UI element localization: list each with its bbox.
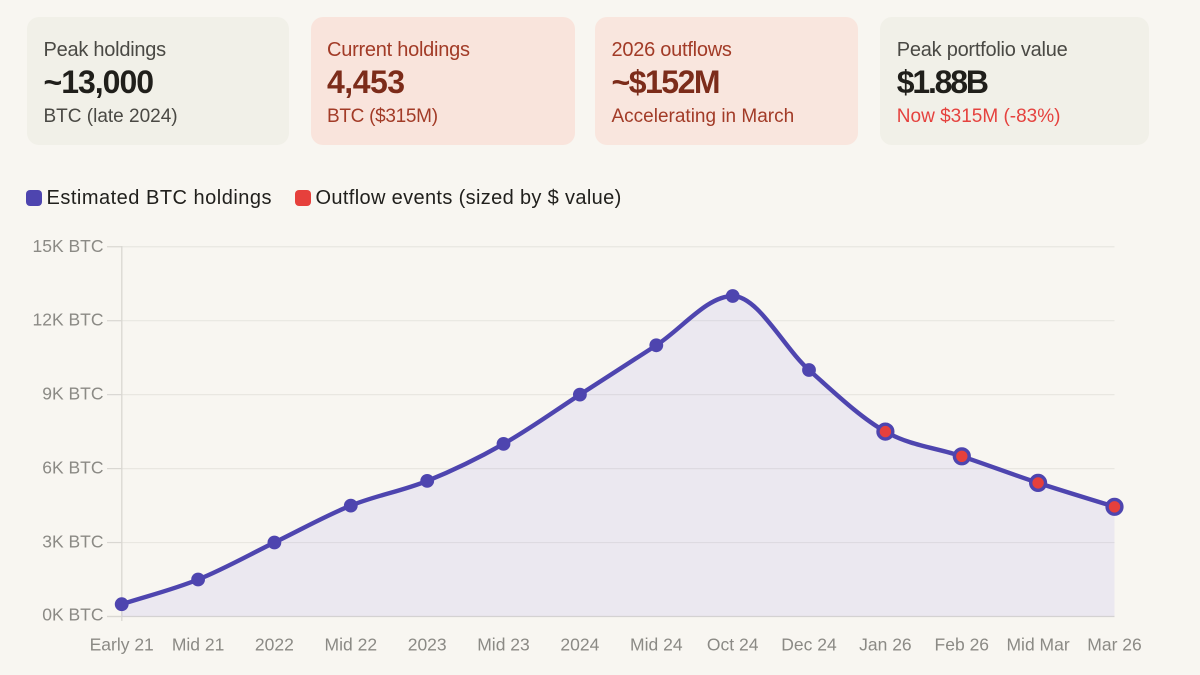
svg-text:15K BTC: 15K BTC [33,236,104,256]
svg-text:2024: 2024 [560,635,599,655]
svg-text:9K BTC: 9K BTC [42,384,103,404]
svg-text:Oct 24: Oct 24 [707,635,759,655]
svg-text:Mid 24: Mid 24 [630,635,683,655]
svg-text:Mar 26: Mar 26 [1087,635,1141,655]
svg-text:12K BTC: 12K BTC [33,310,104,330]
svg-text:2023: 2023 [408,635,447,655]
svg-text:6K BTC: 6K BTC [42,458,103,478]
svg-text:Mid 23: Mid 23 [477,635,530,655]
svg-text:2022: 2022 [255,635,294,655]
svg-text:3K BTC: 3K BTC [42,532,103,552]
svg-text:Jan 26: Jan 26 [859,635,912,655]
svg-text:Mid Mar: Mid Mar [1006,635,1069,655]
svg-text:Mid 22: Mid 22 [325,635,378,655]
svg-text:0K BTC: 0K BTC [42,605,103,625]
svg-text:Early 21: Early 21 [90,635,154,655]
svg-text:Feb 26: Feb 26 [935,635,989,655]
svg-text:Dec 24: Dec 24 [781,635,837,655]
svg-text:Mid 21: Mid 21 [172,635,225,655]
